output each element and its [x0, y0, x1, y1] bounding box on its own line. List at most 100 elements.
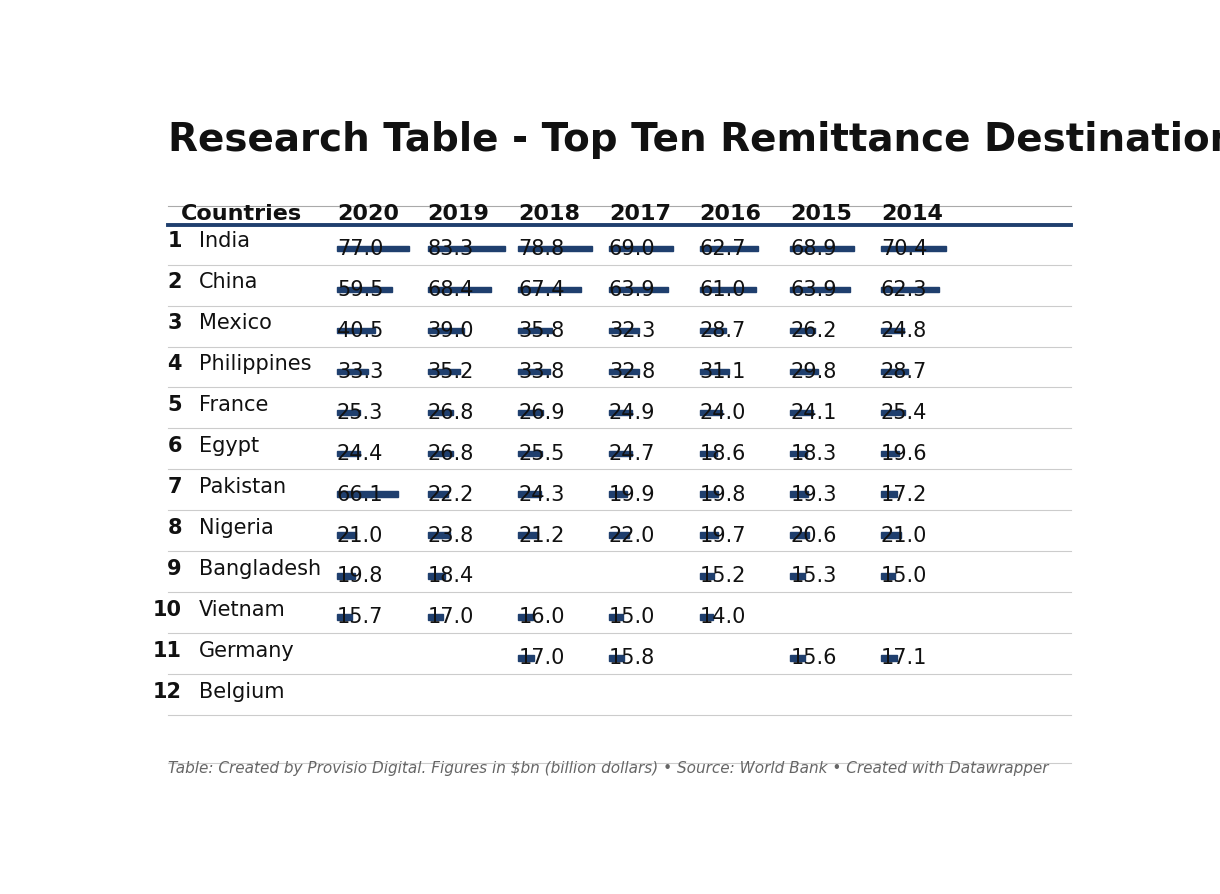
Text: 2014: 2014 [881, 204, 943, 224]
Bar [791, 327, 815, 333]
Bar [699, 492, 719, 497]
Text: 22.2: 22.2 [428, 485, 475, 504]
Text: Table: Created by Provisio Digital. Figures in $bn (billion dollars) • Source: W: Table: Created by Provisio Digital. Figu… [168, 762, 1048, 776]
Text: 35.8: 35.8 [518, 321, 565, 341]
Text: 24.7: 24.7 [609, 443, 655, 464]
Bar [791, 573, 804, 578]
Bar [428, 368, 460, 374]
Text: 62.3: 62.3 [881, 280, 927, 299]
Bar [791, 246, 854, 251]
Text: 24.9: 24.9 [609, 402, 655, 423]
Bar [881, 492, 897, 497]
Bar [428, 533, 450, 538]
Text: 33.3: 33.3 [337, 362, 383, 382]
Text: 31.1: 31.1 [699, 362, 745, 382]
Text: 39.0: 39.0 [428, 321, 475, 341]
Bar [791, 368, 819, 374]
Text: 25.5: 25.5 [518, 443, 565, 464]
Text: India: India [199, 232, 250, 251]
Text: 63.9: 63.9 [791, 280, 837, 299]
Text: 17.1: 17.1 [881, 648, 927, 669]
Bar [609, 614, 623, 620]
Text: 15.8: 15.8 [609, 648, 655, 669]
Text: 15.7: 15.7 [337, 607, 383, 628]
Bar [609, 409, 632, 415]
Text: 61.0: 61.0 [699, 280, 747, 299]
Text: 28.7: 28.7 [699, 321, 745, 341]
Bar [337, 327, 375, 333]
Text: 21.2: 21.2 [518, 526, 565, 545]
Bar [881, 327, 904, 333]
Text: 62.7: 62.7 [699, 239, 747, 258]
Text: 70.4: 70.4 [881, 239, 927, 258]
Bar [337, 614, 351, 620]
Text: 24.4: 24.4 [337, 443, 383, 464]
Bar [699, 327, 726, 333]
Bar [428, 327, 464, 333]
Bar [428, 409, 453, 415]
Text: 21.0: 21.0 [881, 526, 927, 545]
Bar [518, 246, 592, 251]
Text: 17.2: 17.2 [881, 485, 927, 504]
Text: 15.3: 15.3 [791, 567, 837, 586]
Bar [881, 287, 939, 292]
Text: 2017: 2017 [609, 204, 671, 224]
Text: 2016: 2016 [699, 204, 761, 224]
Text: Germany: Germany [199, 641, 295, 661]
Text: 32.8: 32.8 [609, 362, 655, 382]
Text: 18.3: 18.3 [791, 443, 837, 464]
Text: 24.0: 24.0 [699, 402, 745, 423]
Bar [881, 246, 947, 251]
Text: Belgium: Belgium [199, 681, 284, 702]
Text: 22.0: 22.0 [609, 526, 655, 545]
Text: 4: 4 [167, 354, 182, 374]
Text: 2015: 2015 [791, 204, 853, 224]
Text: 26.8: 26.8 [428, 443, 475, 464]
Bar [791, 409, 813, 415]
Text: Mexico: Mexico [199, 313, 272, 333]
Bar [881, 368, 908, 374]
Text: 15.0: 15.0 [881, 567, 927, 586]
Bar [699, 533, 719, 538]
Bar [518, 368, 550, 374]
Text: 67.4: 67.4 [518, 280, 565, 299]
Text: 2019: 2019 [428, 204, 489, 224]
Text: Research Table - Top Ten Remittance Destinations [2010-20]: Research Table - Top Ten Remittance Dest… [168, 122, 1220, 159]
Bar [518, 492, 540, 497]
Text: 32.3: 32.3 [609, 321, 655, 341]
Text: 25.3: 25.3 [337, 402, 383, 423]
Text: Bangladesh: Bangladesh [199, 559, 321, 578]
Text: 19.3: 19.3 [791, 485, 837, 504]
Text: 26.2: 26.2 [791, 321, 837, 341]
Text: 83.3: 83.3 [428, 239, 473, 258]
Bar [791, 655, 805, 661]
Bar [609, 327, 639, 333]
Text: 2018: 2018 [518, 204, 581, 224]
Text: 23.8: 23.8 [428, 526, 473, 545]
Text: 18.6: 18.6 [699, 443, 745, 464]
Text: 19.7: 19.7 [699, 526, 747, 545]
Text: 35.2: 35.2 [428, 362, 475, 382]
Bar [609, 451, 632, 456]
Text: Nigeria: Nigeria [199, 518, 273, 538]
Text: 68.9: 68.9 [791, 239, 837, 258]
Bar [518, 327, 551, 333]
Text: 19.6: 19.6 [881, 443, 927, 464]
Text: 3: 3 [167, 313, 182, 333]
Text: 40.5: 40.5 [337, 321, 383, 341]
Bar [609, 492, 627, 497]
Text: Philippines: Philippines [199, 354, 311, 374]
Bar [609, 287, 669, 292]
Bar [428, 614, 443, 620]
Bar [337, 573, 355, 578]
Bar [699, 409, 722, 415]
Text: 15.0: 15.0 [609, 607, 655, 628]
Text: 33.8: 33.8 [518, 362, 565, 382]
Text: 28.7: 28.7 [881, 362, 927, 382]
Bar [428, 246, 505, 251]
Text: 10: 10 [152, 600, 182, 620]
Text: France: France [199, 395, 268, 415]
Bar [791, 492, 809, 497]
Text: 16.0: 16.0 [518, 607, 565, 628]
Bar [881, 573, 895, 578]
